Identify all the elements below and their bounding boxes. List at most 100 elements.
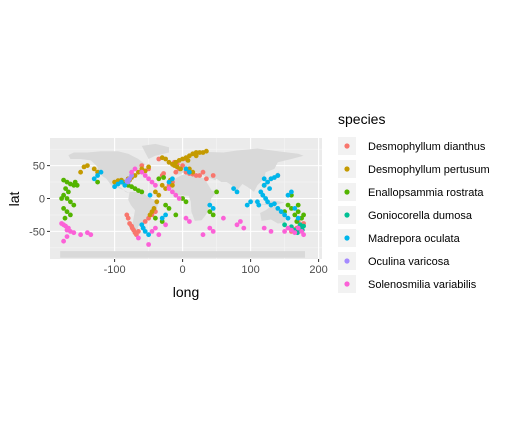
data-point [176,196,182,201]
data-point [98,169,104,175]
data-point [197,150,203,155]
legend-items: Desmophyllum dianthus Desmophyllum pertus… [338,137,490,293]
data-point [115,181,121,187]
data-point [282,229,287,234]
data-point [187,169,192,175]
continent-shape [68,151,146,194]
data-point [285,202,291,208]
legend-label: Oculina varicosa [368,256,450,268]
data-point [256,202,262,208]
data-point [200,232,206,238]
data-point [301,212,306,218]
data-point [142,229,148,234]
data-point [139,163,145,169]
data-point [64,234,70,240]
data-point [289,192,294,198]
data-point [265,179,270,185]
data-point [78,232,83,238]
data-point [210,206,216,211]
data-point [85,163,90,169]
data-point [282,212,287,218]
data-point [149,179,155,185]
data-point [204,176,209,182]
data-point [292,212,298,218]
data-point [166,206,172,211]
data-point [261,182,267,188]
legend-label: Enallopsammia rostrata [368,187,484,199]
data-point [187,166,192,172]
data-point [234,222,240,228]
continent-shape [60,251,306,258]
data-point [163,222,169,228]
legend-key-point [344,258,350,264]
data-point [124,212,130,218]
data-point [153,215,158,221]
y-tick-label: 50 [33,161,45,173]
data-point [178,166,184,172]
data-point [238,219,243,224]
x-tick-label: 100 [241,264,259,276]
data-point [68,199,73,205]
data-point [278,209,284,215]
data-point [295,215,301,221]
data-point [231,186,237,192]
data-point [132,166,138,172]
data-point [62,215,68,221]
data-point [156,232,162,238]
data-point [159,182,165,188]
data-point [210,212,216,218]
data-point [61,238,66,244]
data-point [136,235,141,241]
legend-label: Madrepora oculata [368,233,461,245]
data-point [146,176,152,182]
data-point [88,232,94,238]
data-point [292,230,298,236]
data-point [129,225,135,231]
data-point [221,215,226,221]
x-axis: -100 0 100 200 [104,259,328,276]
data-point [161,171,167,176]
data-point [275,206,281,211]
data-point [91,176,97,182]
data-point [193,173,199,178]
data-point [74,182,80,188]
data-point [95,179,100,185]
data-point [285,225,291,231]
legend-key-point [344,235,350,241]
data-point [122,182,128,188]
data-point [59,196,64,201]
data-point [153,189,158,195]
y-tick-label: 0 [39,194,45,206]
data-point [159,155,165,161]
data-point [156,192,162,198]
data-point [268,229,274,234]
data-point [163,186,169,192]
data-point [159,219,165,224]
legend-label: Desmophyllum dianthus [368,141,486,153]
data-point [261,176,267,182]
data-point [295,202,301,208]
data-point [166,159,172,165]
continent-shape [171,174,218,221]
data-points [59,148,306,247]
data-point [190,169,196,175]
data-point [207,209,213,215]
data-point [146,242,152,247]
data-point [261,225,267,231]
data-point [285,215,291,221]
legend: species Desmophyllum dianthusDesmophyllu… [338,111,490,293]
data-point [142,173,148,178]
y-axis: -50 0 50 [29,161,50,238]
data-point [91,166,97,172]
data-point [180,196,186,201]
x-tick-label: 200 [309,264,327,276]
data-point [68,212,73,218]
data-point [173,192,179,198]
data-point [71,202,77,208]
data-point [207,225,213,231]
data-point [64,209,70,215]
data-point [292,206,298,211]
data-point [193,150,199,155]
legend-label: Goniocorella dumosa [368,210,473,222]
data-point [200,169,206,175]
